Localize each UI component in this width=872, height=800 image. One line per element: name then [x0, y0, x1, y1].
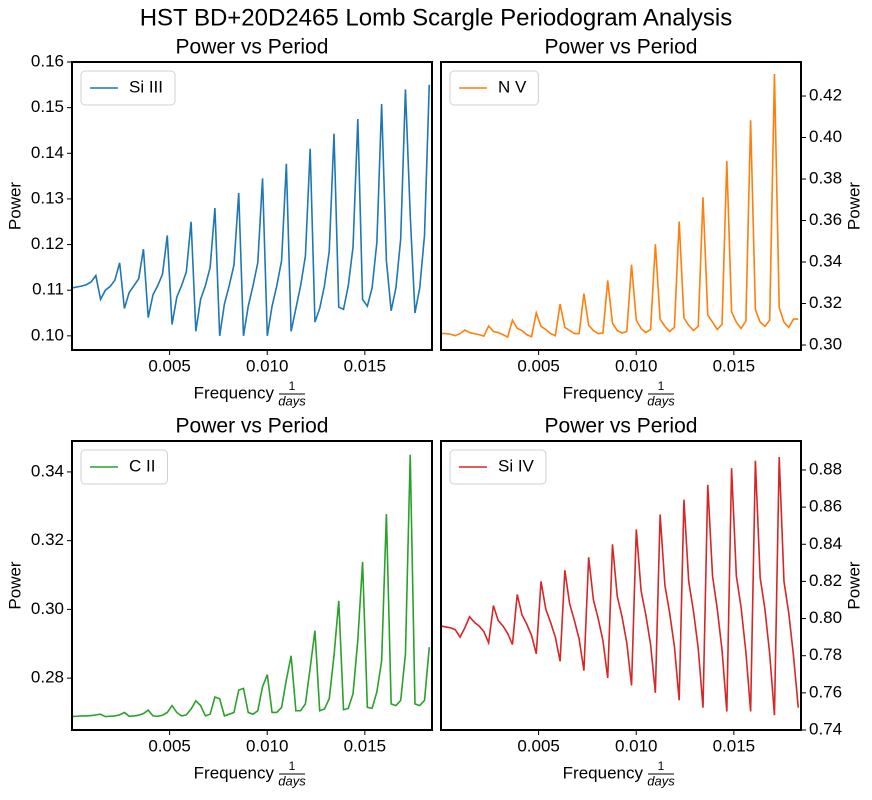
x-axis-label: Frequency — [194, 383, 275, 402]
x-axis-label: Frequency — [563, 763, 644, 782]
y-tick-label: 0.32 — [809, 293, 842, 312]
y-tick-label: 0.34 — [31, 461, 64, 480]
legend-label: N V — [498, 77, 527, 96]
y-tick-label: 0.40 — [809, 127, 842, 146]
y-tick-label: 0.88 — [809, 459, 842, 478]
series-line — [441, 74, 799, 339]
y-tick-label: 0.34 — [809, 252, 842, 271]
x-axis-label-denominator: days — [278, 393, 306, 408]
y-tick-label: 0.74 — [809, 719, 842, 738]
legend-label: Si IV — [498, 456, 535, 475]
y-tick-label: 0.11 — [32, 280, 64, 299]
x-axis-label-denominator: days — [647, 773, 675, 788]
y-tick-label: 0.42 — [809, 86, 842, 105]
legend-box — [449, 449, 547, 485]
y-tick-label: 0.38 — [809, 169, 842, 188]
x-tick-label: 0.005 — [148, 356, 191, 375]
x-tick-label: 0.010 — [246, 356, 289, 375]
subplot-title: Power vs Period — [176, 36, 329, 59]
axes-frame — [71, 61, 433, 351]
y-axis-label: Power — [5, 182, 24, 231]
y-tick-label: 0.15 — [31, 97, 64, 116]
y-tick-label: 0.16 — [31, 51, 64, 70]
y-tick-label: 0.13 — [31, 188, 64, 207]
axes-frame — [440, 440, 802, 731]
legend-box — [449, 70, 539, 106]
x-tick-label: 0.015 — [713, 356, 756, 375]
subplot-title: Power vs Period — [545, 36, 698, 59]
x-axis-label-denominator: days — [278, 773, 306, 788]
series-line — [72, 454, 431, 718]
x-tick-label: 0.010 — [615, 736, 658, 755]
axes-frame — [440, 61, 802, 351]
x-tick-label: 0.010 — [246, 736, 289, 755]
y-tick-label: 0.84 — [809, 534, 842, 553]
y-axis-label: Power — [5, 561, 24, 610]
legend-label: C II — [129, 456, 155, 475]
legend-box — [80, 70, 176, 106]
x-tick-label: 0.005 — [517, 356, 560, 375]
y-tick-label: 0.80 — [809, 608, 842, 627]
x-axis-label-numerator: 1 — [289, 759, 296, 773]
y-axis-label: Power — [844, 561, 863, 610]
x-tick-label: 0.015 — [713, 736, 756, 755]
y-tick-label: 0.14 — [31, 143, 64, 162]
x-tick-label: 0.010 — [615, 356, 658, 375]
x-axis-label: Frequency — [194, 763, 275, 782]
series-line — [441, 456, 800, 716]
x-axis-label-denominator: days — [647, 393, 675, 408]
subplot-title: Power vs Period — [176, 415, 329, 438]
x-tick-label: 0.015 — [344, 736, 387, 755]
y-tick-label: 0.30 — [809, 335, 842, 354]
y-tick-label: 0.76 — [809, 682, 842, 701]
x-tick-label: 0.005 — [517, 736, 560, 755]
subplot-title: Power vs Period — [545, 415, 698, 438]
y-tick-label: 0.10 — [31, 325, 64, 344]
legend-label: Si III — [129, 77, 163, 96]
y-tick-label: 0.30 — [31, 599, 64, 618]
x-tick-label: 0.005 — [148, 736, 191, 755]
axes-frame — [71, 440, 433, 731]
legend-box — [80, 449, 168, 485]
figure-title: HST BD+20D2465 Lomb Scargle Periodogram … — [140, 4, 733, 31]
x-axis-label-numerator: 1 — [658, 379, 665, 393]
x-axis-label-numerator: 1 — [289, 379, 296, 393]
y-tick-label: 0.28 — [31, 668, 64, 687]
x-axis-label-numerator: 1 — [658, 759, 665, 773]
x-axis-label: Frequency — [563, 383, 644, 402]
y-tick-label: 0.32 — [31, 530, 64, 549]
y-axis-label: Power — [844, 182, 863, 231]
y-tick-label: 0.86 — [809, 497, 842, 516]
y-tick-label: 0.78 — [809, 645, 842, 664]
y-tick-label: 0.82 — [809, 571, 842, 590]
series-line — [72, 84, 431, 336]
y-tick-label: 0.36 — [809, 210, 842, 229]
y-tick-label: 0.12 — [31, 234, 64, 253]
x-tick-label: 0.015 — [344, 356, 387, 375]
